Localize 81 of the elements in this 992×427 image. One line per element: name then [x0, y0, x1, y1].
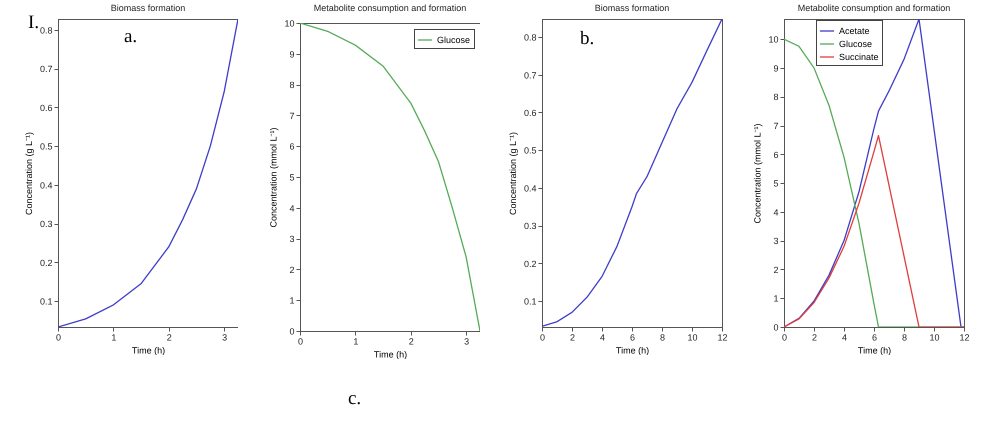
- x-tick-label: 10: [687, 332, 698, 342]
- annotation: a.: [124, 26, 138, 48]
- line-series: [300, 23, 480, 331]
- y-tick-label: 1: [773, 294, 778, 304]
- y-tick-label: 9: [773, 63, 778, 74]
- y-tick-label: 0: [773, 322, 778, 332]
- legend-label: Glucose: [839, 39, 872, 49]
- y-tick-label: 7: [289, 110, 294, 121]
- y-tick-label: 3: [289, 234, 294, 244]
- y-axis-title: Concentration (mmol L⁻¹): [752, 123, 762, 224]
- y-tick-label: 1: [289, 296, 294, 306]
- y-tick-label: 0.6: [40, 102, 52, 113]
- y-tick-label: 0.7: [524, 70, 536, 80]
- y-tick-label: 0.6: [524, 108, 536, 118]
- y-tick-label: 4: [289, 203, 294, 214]
- y-tick-label: 0.2: [40, 258, 52, 268]
- y-axis-title: Concentration (g L⁻¹): [24, 132, 34, 216]
- x-tick-label: 0: [56, 332, 62, 342]
- y-tick-label: 2: [289, 264, 294, 275]
- y-tick-label: 8: [773, 92, 778, 102]
- y-tick-label: 0.8: [524, 32, 536, 43]
- chart-title: Biomass formation: [594, 3, 670, 13]
- x-tick-label: 4: [842, 332, 848, 342]
- y-tick-label: 5: [289, 172, 294, 182]
- y-tick-label: 7: [773, 121, 778, 132]
- y-tick-label: 10: [284, 18, 294, 28]
- x-tick-label: 0: [298, 336, 304, 346]
- x-tick-label: 2: [570, 332, 576, 342]
- x-tick-label: 10: [929, 332, 940, 342]
- x-tick-label: 3: [222, 332, 228, 342]
- x-axis-title: Time (h): [858, 346, 892, 356]
- y-tick-label: 0.3: [40, 219, 52, 230]
- x-tick-label: 1: [353, 336, 358, 346]
- y-tick-label: 0.5: [40, 142, 52, 152]
- legend-label: Succinate: [839, 52, 879, 62]
- x-axis-title: Time (h): [616, 346, 650, 356]
- y-tick-label: 8: [289, 80, 294, 90]
- y-tick-label: 9: [289, 49, 294, 60]
- x-tick-label: 0: [782, 332, 788, 342]
- chart-title: Biomass formation: [110, 3, 186, 13]
- chart-title: Metabolite consumption and formation: [798, 3, 950, 13]
- legend-label: Acetate: [839, 26, 870, 36]
- x-tick-label: 2: [166, 332, 172, 342]
- x-tick-label: 8: [660, 332, 666, 342]
- text: c.: [348, 388, 362, 410]
- chart-title: Metabolite consumption and formation: [314, 3, 466, 13]
- y-tick-label: 6: [289, 142, 294, 152]
- y-tick-label: 0.4: [40, 180, 52, 190]
- y-tick-label: 5: [773, 178, 778, 189]
- x-tick-label: 1: [111, 332, 116, 342]
- y-axis-title: Concentration (mmol L⁻¹): [268, 127, 278, 228]
- y-tick-label: 0.2: [524, 258, 536, 269]
- y-tick-label: 0.1: [524, 296, 536, 306]
- y-tick-label: 6: [773, 150, 778, 160]
- text: I.: [28, 12, 40, 34]
- y-tick-label: 3: [773, 236, 778, 246]
- y-tick-label: 0.3: [524, 221, 536, 232]
- x-tick-label: 2: [408, 336, 414, 346]
- x-tick-label: 0: [540, 332, 546, 342]
- x-tick-label: 6: [630, 332, 636, 342]
- y-tick-label: 10: [768, 34, 778, 45]
- y-tick-label: 4: [773, 207, 778, 218]
- x-tick-label: 3: [464, 336, 470, 346]
- x-tick-label: 6: [872, 332, 878, 342]
- x-tick-label: 12: [717, 332, 728, 342]
- x-axis-title: Time (h): [374, 350, 408, 360]
- y-tick-label: 2: [773, 264, 778, 275]
- y-tick-label: 0.7: [40, 64, 52, 74]
- x-tick-label: 4: [600, 332, 606, 342]
- y-tick-label: 0.8: [40, 25, 52, 36]
- legend-label: Glucose: [437, 35, 470, 45]
- x-axis-title: Time (h): [132, 346, 166, 356]
- x-tick-label: 2: [812, 332, 818, 342]
- x-tick-label: 8: [902, 332, 908, 342]
- y-axis-title: Concentration (g L⁻¹): [508, 132, 518, 216]
- y-tick-label: 0.1: [40, 296, 52, 307]
- y-tick-label: 0.5: [524, 146, 536, 156]
- x-tick-label: 12: [959, 332, 970, 342]
- line-series: [784, 134, 964, 327]
- y-tick-label: 0.4: [524, 183, 536, 194]
- annotation: b.: [580, 28, 594, 50]
